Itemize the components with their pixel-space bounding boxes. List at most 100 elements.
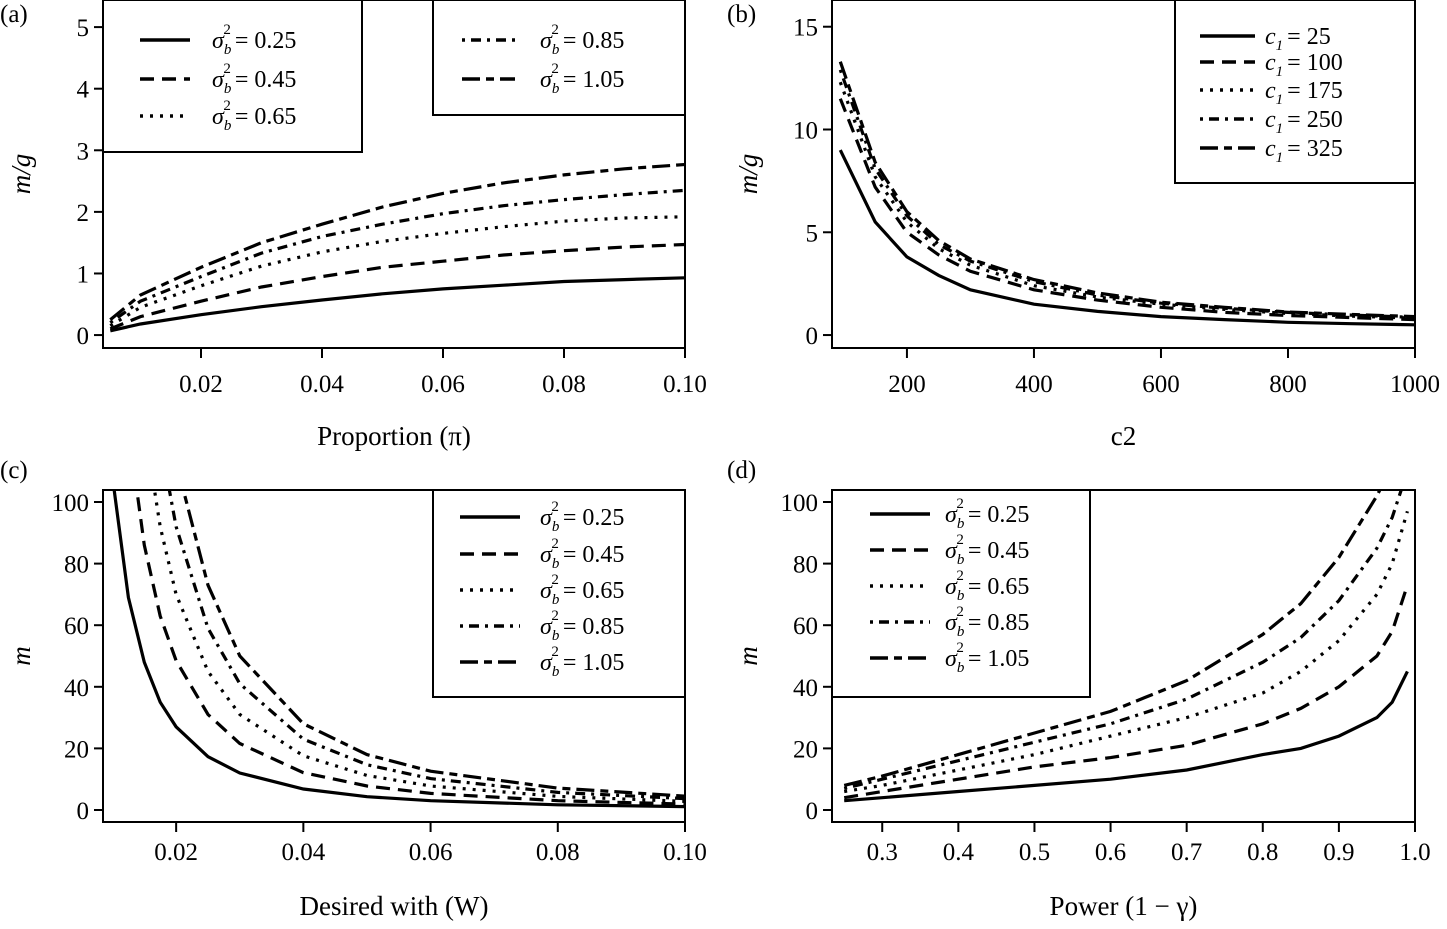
legend-entry: σb 2 = 1.05 [945,640,1029,676]
x-tick-label: 0.8 [1247,839,1278,866]
legend-entry: σb 2 = 0.25 [212,22,296,58]
legend-subscript: b [224,42,232,58]
legend-value: = 250 [1287,107,1343,133]
legend-symbol: σ [540,614,553,640]
legend-value: = 0.25 [235,28,297,54]
x-tick-label: 0.7 [1171,839,1202,866]
legend-subscript: b [957,624,965,640]
legend-value: = 1.05 [563,67,625,93]
legend-symbol: σ [212,104,225,130]
y-tick-label: 100 [52,490,90,517]
panel-label: (d) [727,457,756,484]
legend-subscript: b [957,588,965,604]
panel-label: (a) [0,1,28,28]
panel-label: (c) [0,457,28,484]
legend-subscript: 1 [1276,92,1284,108]
legend-symbol: σ [945,538,958,564]
legend-symbol: σ [212,67,225,93]
plot-frame [102,489,686,823]
legend-superscript: 2 [956,640,964,656]
legend-value: = 0.85 [563,614,625,640]
legend-value: = 0.25 [968,502,1030,528]
series-line-0 [112,490,685,809]
x-axis-label: Power (1 − γ) [1050,891,1198,921]
legend-superscript: 2 [551,61,559,77]
legend-subscript: b [224,81,232,97]
legend-value: = 0.65 [563,578,625,604]
legend-superscript: 2 [223,22,231,38]
series-line-3 [167,490,685,801]
legend-subscript: 1 [1276,64,1284,80]
legend-box [831,489,1091,698]
legend-symbol: σ [945,610,958,636]
legend-superscript: 2 [223,61,231,77]
series-line-1 [838,98,1415,322]
legend-box [1174,0,1416,184]
y-axis-label: m/g [733,154,763,195]
legend-entry: σb 2 = 0.65 [945,568,1029,604]
legend-entry: σb 2 = 0.25 [945,496,1029,532]
x-tick-label: 200 [888,371,926,398]
x-tick-label: 0.08 [542,371,586,398]
y-tick-label: 0 [806,323,819,350]
legend-value: = 0.85 [563,28,625,54]
x-tick-label: 0.02 [179,371,223,398]
y-tick-label: 100 [781,490,819,517]
panel-label: (b) [727,1,756,28]
legend-subscript: b [957,552,965,568]
legend-symbol: σ [945,646,958,672]
legend-entry: c1 = 175 [1265,78,1343,108]
series-line-2 [109,215,685,328]
y-tick-label: 15 [793,15,818,42]
legend-value: = 0.45 [235,67,297,93]
legend-superscript: 2 [956,532,964,548]
legend-subscript: 1 [1276,121,1284,137]
y-tick-label: 4 [77,77,90,104]
legend-subscript: b [552,519,560,535]
legend-symbol: c [1265,78,1276,104]
legend-symbol: c [1265,136,1276,162]
series-line-1 [843,584,1409,800]
x-tick-label: 0.4 [943,839,975,866]
x-tick-label: 0.10 [663,839,707,866]
plot-frame [831,489,1416,823]
legend-subscript: b [552,42,560,58]
series-line-4 [109,162,685,321]
legend-entry: σb 2 = 0.85 [540,608,624,644]
legend-subscript: b [957,660,965,676]
legend-superscript: 2 [551,572,559,588]
legend-value: = 175 [1287,78,1343,104]
y-tick-label: 60 [793,613,818,640]
legend-subscript: b [552,556,560,572]
legend-entry: σb 2 = 0.85 [540,22,624,58]
x-axis-label: c2 [1111,421,1136,451]
legend-superscript: 2 [551,22,559,38]
legend-value: = 0.65 [968,574,1030,600]
legend-symbol: σ [540,650,553,676]
x-tick-label: 0.06 [409,839,453,866]
x-tick-label: 0.04 [281,839,325,866]
x-tick-label: 0.3 [867,839,898,866]
x-axis-label: Proportion (π) [317,421,471,451]
series-line-1 [135,490,685,806]
y-tick-label: 20 [64,736,89,763]
x-tick-label: 1000 [1390,371,1440,398]
x-tick-label: 0.06 [421,371,465,398]
legend-value: = 0.25 [563,505,625,531]
legend-entry: σb 2 = 1.05 [540,644,624,680]
panel-a: (a) 0.02 0.04 0.06 0.08 0.10 0 1 2 3 4 5 Proportion … [0,0,707,451]
legend-symbol: c [1265,24,1276,50]
series-line-3 [109,188,685,325]
legend-entry: c1 = 250 [1265,107,1343,137]
legend-symbol: c [1265,107,1276,133]
series-line-0 [844,670,1409,803]
legend-symbol: σ [212,28,225,54]
legend-superscript: 2 [551,536,559,552]
y-tick-label: 80 [793,552,818,579]
x-tick-label: 1.0 [1399,839,1430,866]
y-axis-label: m [733,646,763,666]
legend-entry: σb 2 = 0.45 [945,532,1029,568]
x-tick-label: 0.02 [154,839,198,866]
legend-subscript: b [552,592,560,608]
